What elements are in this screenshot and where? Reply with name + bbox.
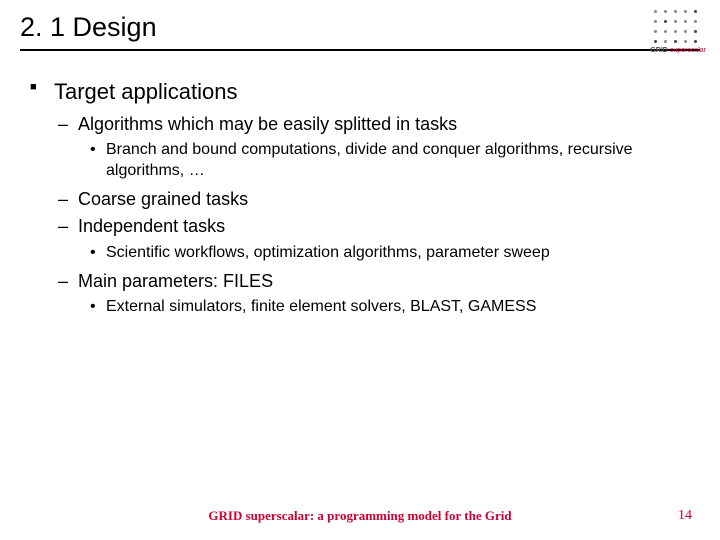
l2-item: Main parameters: FILES External simulato… [54,270,700,318]
l3-item: Branch and bound computations, divide an… [78,140,700,182]
l2-item: Algorithms which may be easily splitted … [54,113,700,182]
footer-text: GRID superscalar: a programming model fo… [0,508,720,524]
bullet-list-l3: External simulators, finite element solv… [78,297,700,318]
l3-text: External simulators, finite element solv… [106,298,536,315]
l3-text: Scientific workflows, optimization algor… [106,244,550,261]
l3-item: Scientific workflows, optimization algor… [78,243,700,264]
l3-text: Branch and bound computations, divide an… [106,141,633,179]
logo-dot-grid [650,6,706,46]
content: Target applications Algorithms which may… [20,79,700,318]
slide: 2. 1 Design GRID superscalar Target appl… [0,0,720,540]
page-number: 14 [678,508,692,524]
l2-item: Independent tasks Scientific workflows, … [54,215,700,263]
slide-title: 2. 1 Design [20,12,157,47]
title-rule [20,49,700,51]
logo-text-grid: GRID [650,47,668,54]
l2-text: Coarse grained tasks [78,189,248,209]
logo-text-superscalar: superscalar [668,47,706,54]
l3-item: External simulators, finite element solv… [78,297,700,318]
bullet-list-l3: Scientific workflows, optimization algor… [78,243,700,264]
bullet-list-l1: Target applications Algorithms which may… [28,79,700,318]
l1-item: Target applications Algorithms which may… [28,79,700,318]
bullet-list-l2: Algorithms which may be easily splitted … [54,113,700,318]
header: 2. 1 Design GRID superscalar [20,12,700,47]
grid-superscalar-logo: GRID superscalar [650,6,706,54]
l2-text: Independent tasks [78,216,225,236]
l2-text: Main parameters: FILES [78,271,273,291]
l1-text: Target applications [54,79,237,104]
l2-text: Algorithms which may be easily splitted … [78,114,457,134]
bullet-list-l3: Branch and bound computations, divide an… [78,140,700,182]
logo-text: GRID superscalar [650,47,706,54]
l2-item: Coarse grained tasks [54,188,700,211]
